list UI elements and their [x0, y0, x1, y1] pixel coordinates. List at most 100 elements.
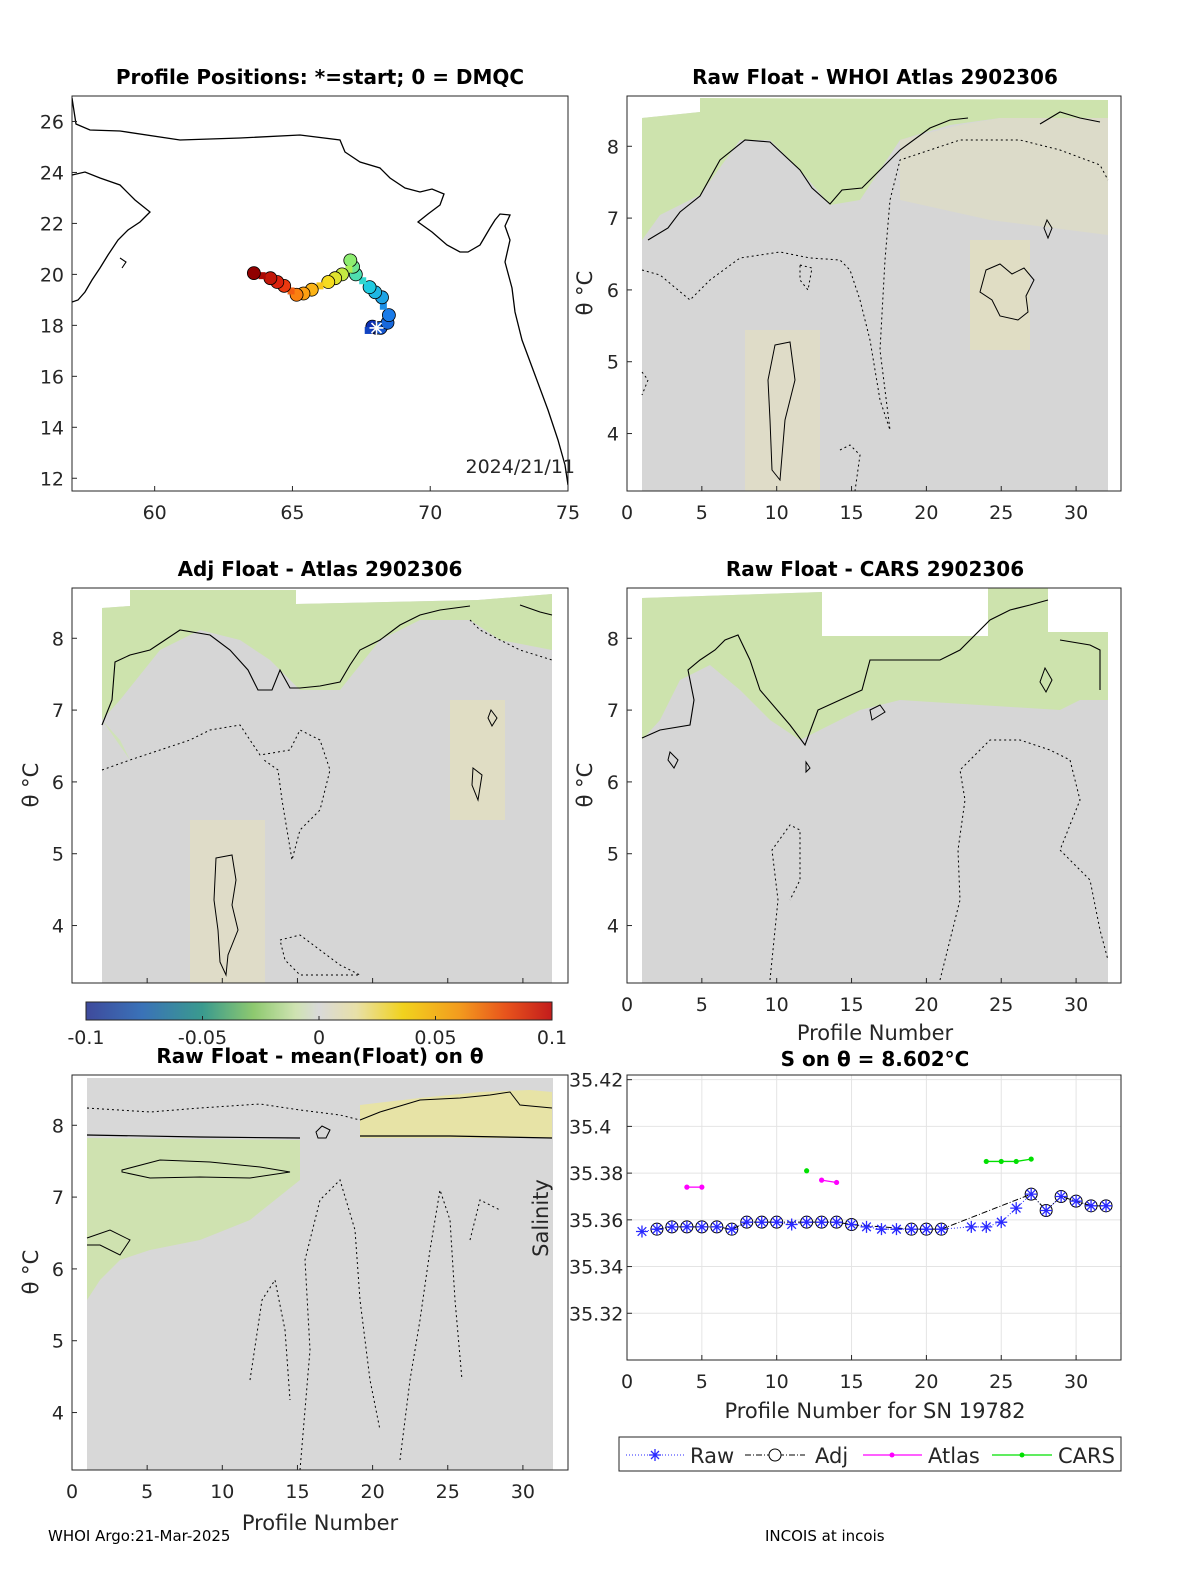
raw-point [695, 1220, 708, 1233]
panel-f-series [635, 1156, 1113, 1238]
legend-adj: Adj [745, 1444, 848, 1468]
y-tick-label: 7 [52, 1187, 64, 1209]
x-tick-label: 20 [914, 994, 938, 1016]
panel-adj-float-atlas: Adj Float - Atlas 2902306 θ °C 4 5 6 7 8 [19, 557, 569, 984]
panel-d-title: Raw Float - CARS 2902306 [726, 557, 1024, 581]
raw-point [1025, 1188, 1038, 1201]
x-tick-label: 25 [989, 502, 1013, 524]
panel-d-field [641, 588, 1109, 983]
y-tick-label: 35.42 [569, 1070, 623, 1092]
x-tick-label: 0 [621, 1371, 633, 1393]
raw-point [785, 1218, 798, 1231]
y-tick-label: 6 [52, 1259, 64, 1281]
x-tick-label: 60 [143, 502, 167, 524]
footer-right: INCOIS at incois [765, 1527, 885, 1545]
y-tick-label: 8 [52, 1115, 64, 1137]
panel-c-y-ticks: 4 5 6 7 8 [52, 628, 524, 983]
panel-d-ylabel: θ °C [573, 763, 597, 808]
raw-point [905, 1223, 918, 1236]
panel-e-axes [71, 1074, 569, 1471]
legend-atlas-marker [889, 1452, 895, 1458]
y-tick-label: 35.4 [569, 1116, 611, 1138]
x-tick-label: 65 [280, 502, 304, 524]
panel-e-field [86, 1078, 553, 1470]
x-tick-label: 0 [66, 1481, 78, 1503]
y-tick-label: 35.36 [569, 1210, 623, 1232]
track-point [345, 265, 353, 273]
raw-point [710, 1220, 723, 1233]
y-tick-label: 6 [52, 772, 64, 794]
panel-f-axes [626, 1074, 1122, 1361]
x-tick-label: 25 [989, 994, 1013, 1016]
y-tick-label: 8 [607, 628, 619, 650]
y-tick-label: 14 [40, 417, 64, 439]
panel-b-field [641, 98, 1109, 491]
raw-point [860, 1220, 873, 1233]
x-tick-label: 25 [989, 1371, 1013, 1393]
x-tick-label: 30 [511, 1481, 535, 1503]
panel-e-xlabel: Profile Number [242, 1511, 399, 1535]
x-tick-label: 10 [765, 994, 789, 1016]
y-tick-label: 7 [607, 700, 619, 722]
atlas-point [819, 1177, 825, 1183]
y-tick-label: 5 [52, 844, 64, 866]
raw-point [1055, 1190, 1068, 1203]
raw-point [725, 1223, 738, 1236]
raw-point [665, 1220, 678, 1233]
x-tick-label: 30 [1064, 994, 1088, 1016]
cars-point [1028, 1156, 1034, 1162]
footer-left: WHOI Argo:21-Mar-2025 [48, 1527, 230, 1545]
panel-raw-float-whoi-atlas: Raw Float - WHOI Atlas 2902306 θ °C 0 5 10… [573, 65, 1122, 524]
track-point [263, 271, 278, 286]
map-y-ticks: 12 14 16 18 20 22 24 26 [40, 111, 77, 490]
y-tick-label: 24 [40, 162, 64, 184]
panel-e-ylabel: θ °C [19, 1250, 43, 1295]
raw-point [815, 1216, 828, 1229]
colorbar-tick-label: 0.05 [414, 1027, 456, 1049]
colorbar-tick-label: 0 [313, 1027, 325, 1049]
legend-box [618, 1436, 1122, 1472]
raw-point [920, 1223, 933, 1236]
raw-point [635, 1225, 648, 1238]
y-tick-label: 35.38 [569, 1163, 623, 1185]
float-track [246, 253, 396, 335]
y-tick-label: 4 [607, 424, 619, 446]
y-tick-label: 4 [52, 1403, 64, 1425]
raw-point [1040, 1204, 1053, 1217]
x-tick-label: 70 [418, 502, 442, 524]
panel-f-y-ticks: 35.32 35.34 35.36 35.38 35.4 35.42 [569, 1070, 632, 1325]
cars-point [804, 1168, 810, 1174]
track-point [379, 302, 387, 310]
coastline [72, 97, 568, 486]
x-tick-label: 20 [914, 1371, 938, 1393]
y-tick-label: 35.34 [569, 1257, 623, 1279]
x-tick-label: 15 [285, 1481, 309, 1503]
panel-b-ylabel: θ °C [573, 271, 597, 316]
y-tick-label: 35.32 [569, 1303, 623, 1325]
raw-point [830, 1216, 843, 1229]
y-tick-label: 20 [40, 264, 64, 286]
colorbar-tick-label: 0.1 [537, 1027, 567, 1049]
cars-point [1013, 1158, 1019, 1165]
panel-profile-positions: Profile Positions: *=start; 0 = DMQC 20 2… [40, 65, 580, 524]
x-tick-label: 15 [839, 1371, 863, 1393]
x-tick-label: 10 [765, 1371, 789, 1393]
panel-e-x-ticks: 0 5 10 15 20 25 30 [66, 1465, 535, 1503]
x-tick-label: 5 [696, 1371, 708, 1393]
legend-atlas: Atlas [863, 1444, 980, 1468]
y-tick-label: 26 [40, 111, 64, 133]
track-point [287, 287, 295, 295]
legend-cars-label: CARS [1058, 1444, 1115, 1468]
panel-b-axes [626, 95, 1122, 492]
map-axes [71, 95, 569, 492]
map-title: Profile Positions: *=start; 0 = DMQC [116, 65, 524, 89]
raw-point [980, 1220, 993, 1233]
raw-point [875, 1223, 888, 1236]
y-tick-label: 22 [40, 213, 64, 235]
colorbar: -0.1 -0.05 0 0.05 0.1 [67, 1001, 567, 1049]
panel-raw-float-mean: Raw Float - mean(Float) on θ θ °C Profil… [19, 1044, 569, 1535]
legend-adj-label: Adj [815, 1444, 848, 1468]
panel-d-y-ticks: 4 5 6 7 8 [607, 628, 632, 938]
panel-b-title: Raw Float - WHOI Atlas 2902306 [692, 65, 1058, 89]
